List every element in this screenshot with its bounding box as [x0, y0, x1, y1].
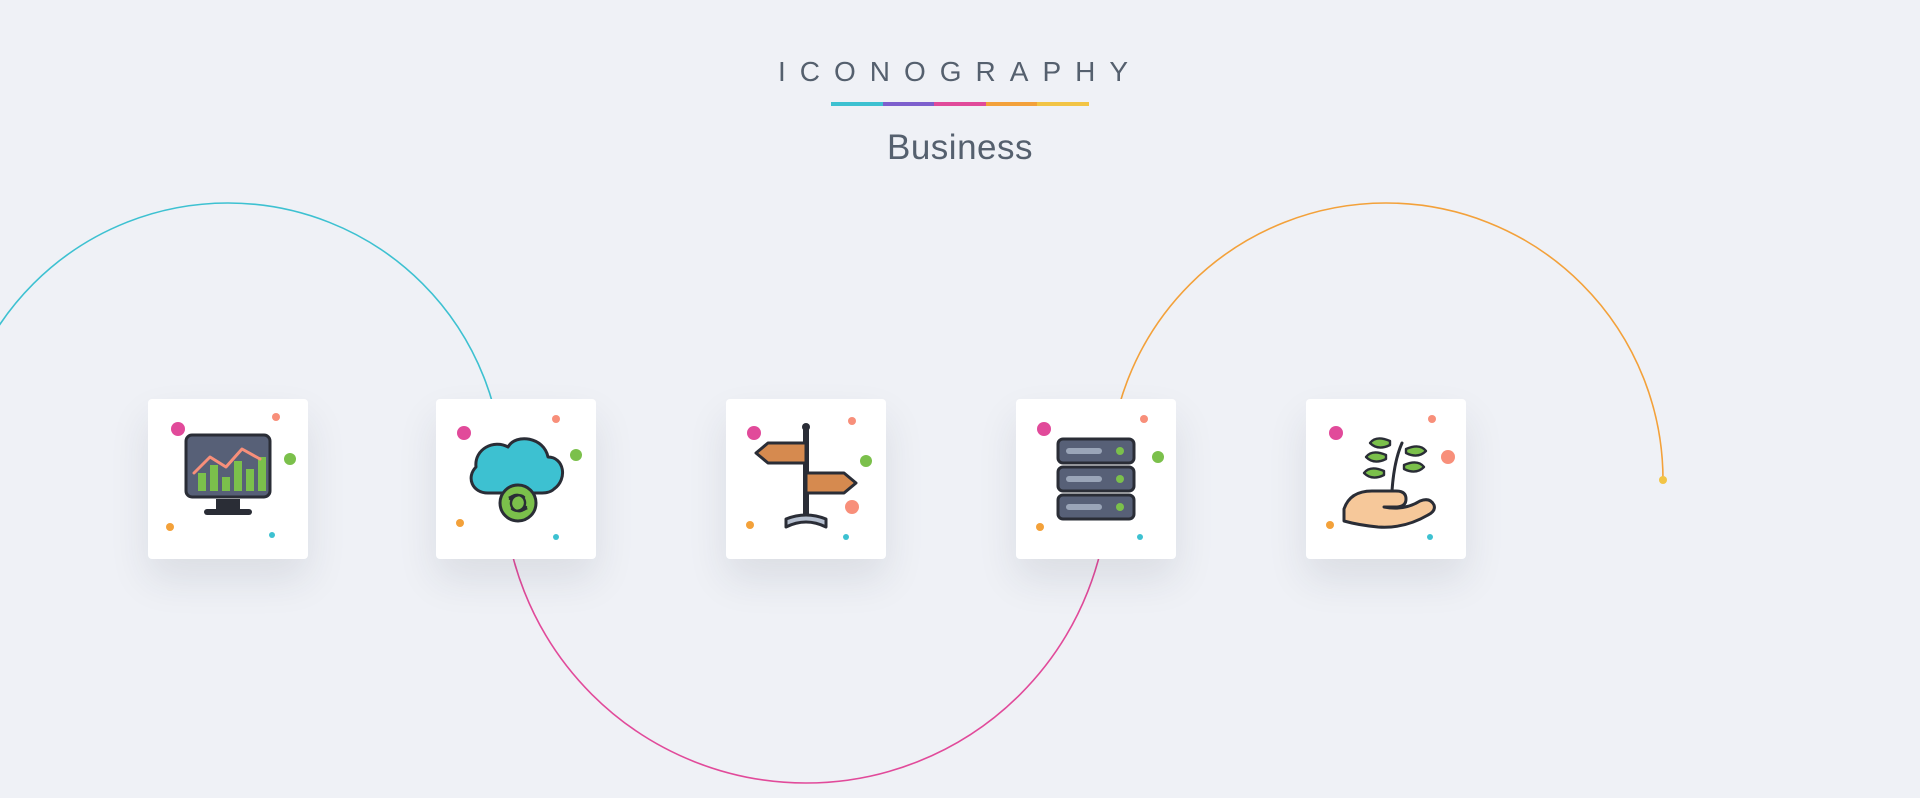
icon-card-signpost [726, 399, 886, 559]
brand-underline [831, 102, 1089, 106]
underline-seg-2 [883, 102, 935, 106]
signpost-icon [726, 399, 886, 559]
cloud-sync-icon [436, 399, 596, 559]
underline-seg-1 [831, 102, 883, 106]
page-root: ICONOGRAPHY Business [0, 0, 1920, 798]
icon-card-analytics [148, 399, 308, 559]
analytics-monitor-icon [148, 399, 308, 559]
brand-title: ICONOGRAPHY [0, 56, 1920, 88]
underline-seg-3 [934, 102, 986, 106]
server-stack-icon [1016, 399, 1176, 559]
header: ICONOGRAPHY Business [0, 0, 1920, 168]
icon-card-growth [1306, 399, 1466, 559]
underline-seg-4 [986, 102, 1038, 106]
icon-card-server [1016, 399, 1176, 559]
underline-seg-5 [1037, 102, 1089, 106]
growth-hand-icon [1306, 399, 1466, 559]
pack-subtitle: Business [0, 128, 1920, 168]
icon-card-cloud-sync [436, 399, 596, 559]
